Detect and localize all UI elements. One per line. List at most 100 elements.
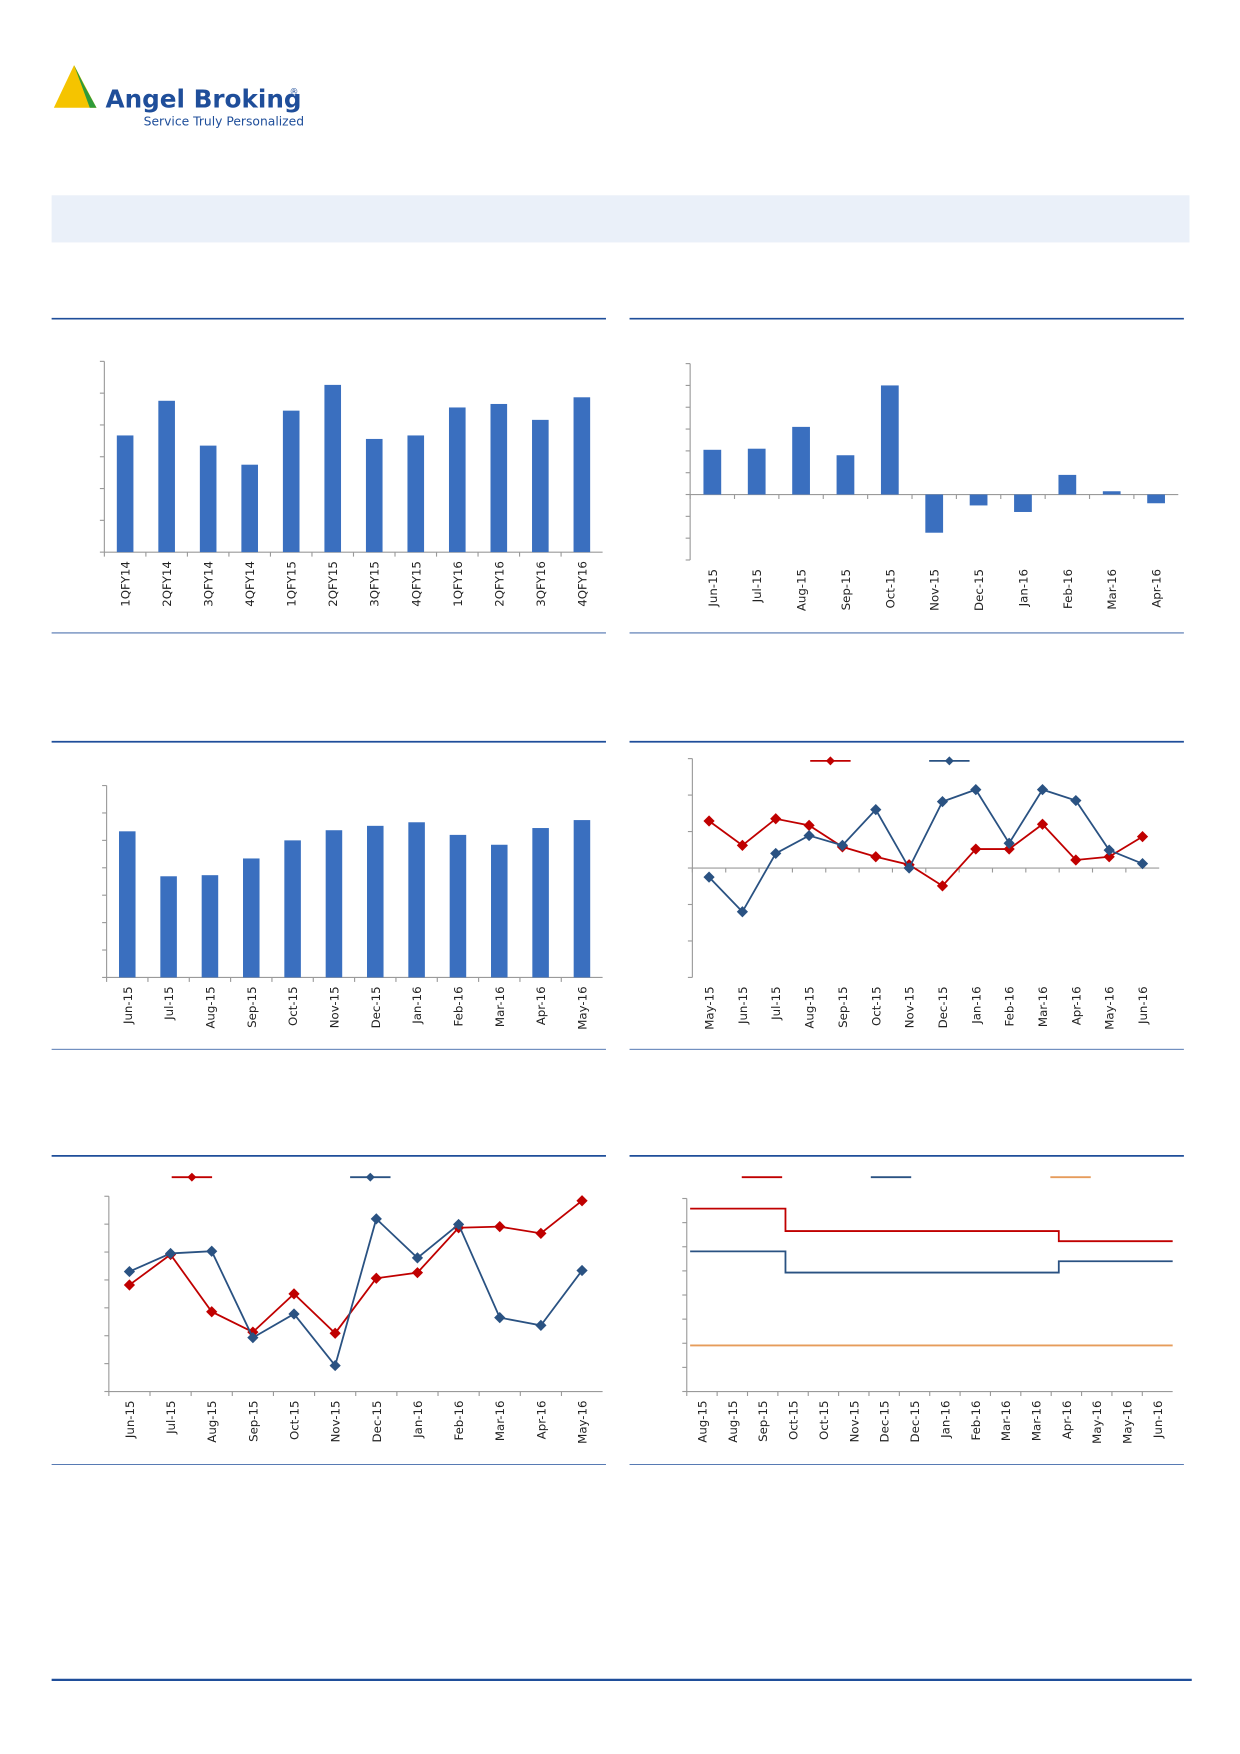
x-tick-label: Nov-15 xyxy=(928,569,942,611)
point-marker xyxy=(329,1327,341,1339)
x-tick-label: Aug-15 xyxy=(803,986,817,1028)
bar xyxy=(573,397,591,553)
x-tick-label: Sep-15 xyxy=(245,986,259,1027)
x-tick-label: 1QFY16 xyxy=(451,561,465,607)
point-marker xyxy=(803,819,815,831)
bar xyxy=(1014,494,1032,512)
chart: Jun-15 Jul-15 Aug-15 Sep-15 Oct-15 Nov-15 Dec-… xyxy=(104,1172,603,1444)
bar xyxy=(282,410,300,553)
x-tick-label: Jul-15 xyxy=(164,1400,178,1434)
point-marker xyxy=(452,1218,465,1231)
x-tick-label: Apr-16 xyxy=(1069,986,1083,1025)
x-tick-label: Oct-15 xyxy=(787,1400,801,1440)
x-tick-label: Oct-15 xyxy=(869,986,883,1026)
x-tick-label: Mar-16 xyxy=(1036,986,1050,1027)
bar xyxy=(969,494,988,506)
bar xyxy=(490,403,508,553)
point-marker xyxy=(164,1247,177,1260)
x-tick-label: Jun-15 xyxy=(706,569,720,608)
x-tick-label: Sep-15 xyxy=(756,1400,770,1441)
x-tick-label: Sep-15 xyxy=(246,1400,260,1441)
bar xyxy=(1058,474,1077,495)
point-marker xyxy=(803,829,815,842)
legend-marker xyxy=(825,756,835,766)
bar xyxy=(1147,494,1165,504)
bar xyxy=(158,400,175,553)
bar xyxy=(243,858,260,978)
x-tick-label: 2QFY15 xyxy=(326,561,340,607)
point-marker xyxy=(1070,794,1082,807)
series-line xyxy=(690,1207,1173,1243)
x-tick-label: 4QFY14 xyxy=(243,561,257,607)
x-tick-label: Jan-16 xyxy=(410,986,424,1024)
bar xyxy=(836,455,855,495)
point-marker xyxy=(247,1332,259,1344)
point-marker xyxy=(736,906,749,918)
x-tick-label: May-16 xyxy=(576,1400,590,1443)
chart: Aug-15 Aug-15 Sep-15 Oct-15 Oct-15 Nov-15 Dec-… xyxy=(682,1176,1173,1444)
series-line xyxy=(708,788,1143,914)
point-marker xyxy=(1136,831,1149,843)
x-tick-label: Feb-16 xyxy=(452,1400,466,1440)
x-tick-label: May-16 xyxy=(1121,1400,1135,1443)
point-marker xyxy=(206,1306,218,1318)
point-marker xyxy=(288,1308,300,1320)
x-tick-label: Oct-15 xyxy=(817,1400,831,1440)
x-tick-label: Dec-15 xyxy=(972,569,986,611)
point-marker xyxy=(970,784,982,796)
bar xyxy=(925,494,944,533)
x-tick-label: Feb-16 xyxy=(969,1400,983,1440)
point-marker xyxy=(288,1288,300,1300)
point-marker xyxy=(1036,784,1049,796)
point-marker xyxy=(870,851,882,863)
chart: Jun-15 Jul-15 Aug-15 Sep-15 Oct-15 Nov-15 Dec-… xyxy=(685,363,1179,611)
legend-marker xyxy=(187,1172,197,1182)
series-line xyxy=(708,817,1143,888)
x-tick-label: 3QFY16 xyxy=(534,561,548,607)
x-tick-label: Aug-15 xyxy=(695,1400,709,1442)
legend-marker xyxy=(944,756,954,766)
x-tick-label: Jan-16 xyxy=(411,1400,425,1438)
x-tick-label: Jun-15 xyxy=(736,986,750,1025)
x-tick-label: Mar-16 xyxy=(1029,1400,1043,1441)
x-tick-label: 3QFY14 xyxy=(202,561,216,607)
logo: Angel Broking ® Service Truly Personaliz… xyxy=(53,65,304,129)
x-tick-label: Apr-16 xyxy=(534,986,548,1025)
bar xyxy=(747,448,766,495)
point-marker xyxy=(770,813,782,825)
x-tick-label: Jan-16 xyxy=(938,1400,952,1438)
x-tick-label: Oct-15 xyxy=(883,569,897,609)
point-marker xyxy=(736,839,749,852)
x-tick-label: 3QFY15 xyxy=(368,561,382,607)
x-tick-label: Jun-15 xyxy=(121,986,135,1025)
x-tick-label: 1QFY15 xyxy=(285,561,299,607)
x-tick-label: Mar-16 xyxy=(493,986,507,1027)
x-tick-label: Aug-15 xyxy=(726,1400,740,1442)
x-tick-label: May-16 xyxy=(1103,986,1117,1029)
bar xyxy=(324,384,342,553)
x-tick-label: Jul-15 xyxy=(769,986,783,1020)
x-tick-label: 4QFY15 xyxy=(409,561,423,607)
bar xyxy=(199,445,217,553)
bar xyxy=(367,825,384,978)
x-tick-label: Nov-15 xyxy=(847,1400,861,1442)
bar xyxy=(703,449,722,495)
bar xyxy=(201,875,219,978)
series-line xyxy=(128,1200,583,1335)
x-tick-label: May-16 xyxy=(575,986,589,1029)
bar xyxy=(365,438,383,553)
x-tick-label: Mar-16 xyxy=(1105,569,1119,610)
point-marker xyxy=(123,1265,136,1278)
bar xyxy=(408,822,425,978)
bar xyxy=(1102,491,1121,495)
x-tick-label: Dec-15 xyxy=(369,986,383,1028)
x-tick-label: Jul-15 xyxy=(162,986,176,1020)
x-tick-label: Oct-15 xyxy=(287,1400,301,1440)
x-tick-label: Nov-15 xyxy=(329,1400,343,1442)
title-band xyxy=(51,195,1190,243)
point-marker xyxy=(1003,837,1015,849)
x-tick-label: Jun-15 xyxy=(123,1400,137,1439)
chart: May-15 Jun-15 Jul-15 Aug-15 Sep-15 Oct-15 Nov-… xyxy=(687,756,1160,1030)
